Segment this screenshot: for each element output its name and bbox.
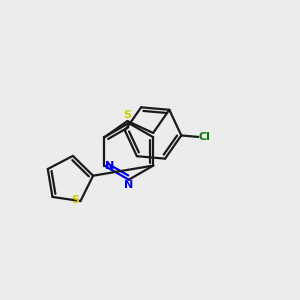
Text: S: S [71,195,80,205]
Text: N: N [105,160,114,171]
Text: N: N [124,180,134,190]
Text: Cl: Cl [199,132,210,142]
Text: S: S [123,110,131,120]
